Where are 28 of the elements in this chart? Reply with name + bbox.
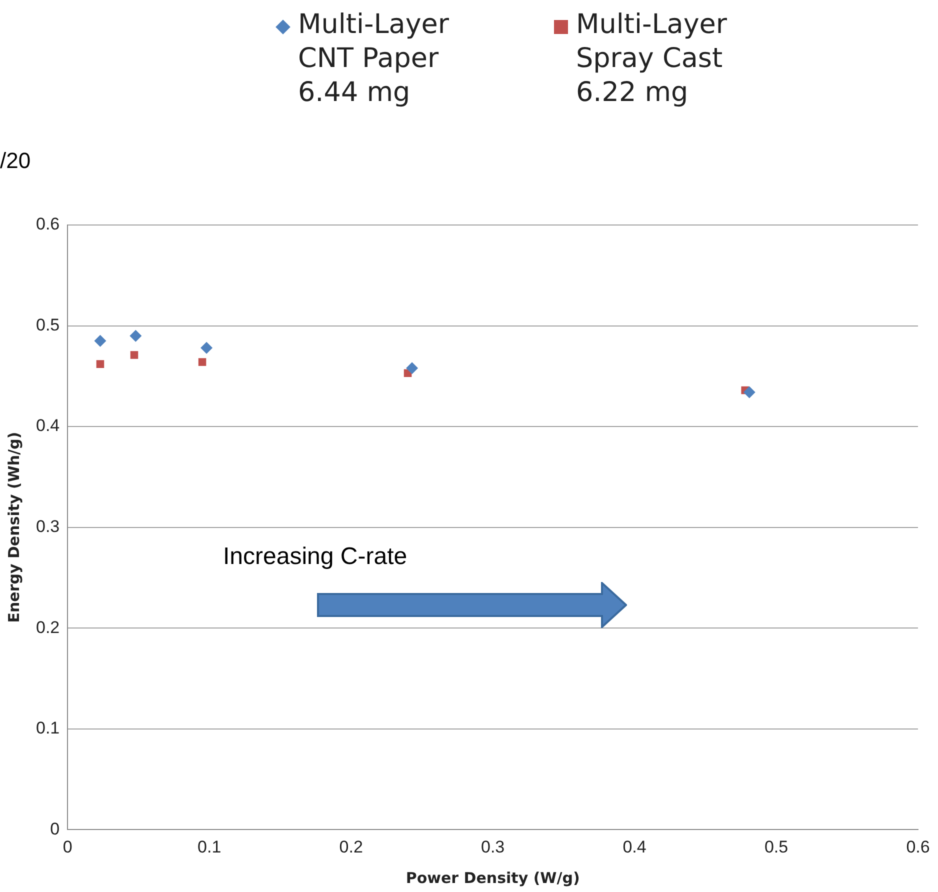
x-tick-label: 0.6 <box>906 837 930 856</box>
y-tick-label: 0.2 <box>36 618 60 637</box>
point <box>406 362 418 374</box>
y-tick-label: 0.4 <box>36 416 60 436</box>
text: /20 <box>0 148 31 174</box>
y-tick-label: 0.1 <box>36 718 60 738</box>
y-tick-label: 0.5 <box>36 315 60 334</box>
y-tick-label: 0.6 <box>36 214 60 234</box>
legend-label: Multi-Layer CNT Paper 6.44 mg <box>298 8 450 110</box>
point <box>198 358 206 366</box>
x-tick-label: 0.5 <box>764 837 788 856</box>
y-axis-title: Energy Density (Wh/g) <box>4 432 23 623</box>
x-tick-label: 0.3 <box>480 837 505 856</box>
annotation: Increasing C-rate <box>223 543 408 571</box>
x-tick-label: 0.2 <box>339 837 363 856</box>
x-tick-label: 0.4 <box>622 837 646 856</box>
y-tick-label: 0.3 <box>36 516 60 536</box>
x-axis-title: Power Density (W/g) <box>406 868 580 887</box>
y-tick-label: 0 <box>50 819 60 838</box>
point <box>743 386 756 398</box>
x-tick-label: 0 <box>62 837 72 856</box>
point <box>130 330 142 342</box>
x-tick-label: 0.1 <box>198 837 222 856</box>
legend-label: Multi-Layer Spray Cast 6.22 mg <box>576 8 728 110</box>
point <box>130 351 138 359</box>
point <box>96 360 104 368</box>
point <box>200 342 213 354</box>
point <box>94 334 106 347</box>
